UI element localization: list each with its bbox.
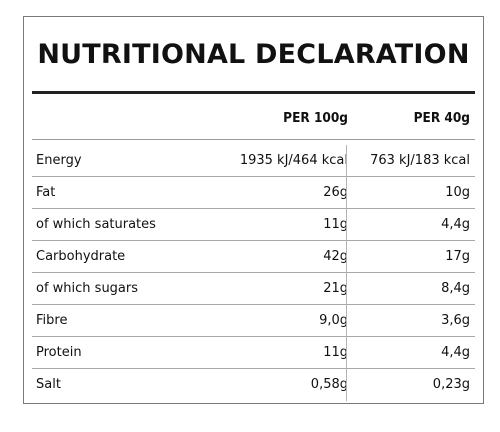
row-value-per-40g: 3,6g	[441, 313, 470, 328]
title-divider	[32, 91, 475, 94]
row-value-per-100g: 42g	[323, 249, 348, 264]
row-value-per-40g: 0,23g	[432, 377, 470, 392]
row-label: Carbohydrate	[36, 249, 126, 264]
column-header-row: PER 100g PER 40g	[32, 101, 475, 137]
row-value-per-40g: 8,4g	[441, 281, 470, 296]
table-row: Carbohydrate 42g 17g	[32, 241, 475, 273]
row-value-per-100g: 0,58g	[310, 377, 348, 392]
nutrition-table-panel: NUTRITIONAL DECLARATION PER 100g PER 40g…	[23, 16, 484, 404]
table-row: Energy 1935 kJ/464 kcal 763 kJ/183 kcal	[32, 145, 475, 177]
row-value-per-40g: 17g	[445, 249, 470, 264]
table-row: Protein 11g 4,4g	[32, 337, 475, 369]
nutrition-rows: Energy 1935 kJ/464 kcal 763 kJ/183 kcal …	[32, 145, 475, 401]
row-label: Energy	[36, 153, 82, 168]
table-title: NUTRITIONAL DECLARATION	[37, 39, 470, 70]
table-row: of which saturates 11g 4,4g	[32, 209, 475, 241]
column-divider	[346, 145, 347, 401]
row-value-per-100g: 21g	[323, 281, 348, 296]
table-row: Fibre 9,0g 3,6g	[32, 305, 475, 337]
row-value-per-100g: 9,0g	[319, 313, 348, 328]
row-value-per-40g: 4,4g	[441, 345, 470, 360]
row-value-per-100g: 1935 kJ/464 kcal	[239, 153, 348, 168]
row-label: Fibre	[36, 313, 68, 328]
table-row: Fat 26g 10g	[32, 177, 475, 209]
row-value-per-100g: 26g	[323, 185, 348, 200]
row-value-per-40g: 10g	[445, 185, 470, 200]
row-label: of which saturates	[36, 217, 156, 232]
row-label: Fat	[36, 185, 56, 200]
row-label: of which sugars	[36, 281, 139, 296]
row-value-per-100g: 11g	[323, 345, 348, 360]
column-header-per-40g: PER 40g	[413, 110, 470, 126]
row-label: Salt	[36, 377, 61, 392]
table-row: Salt 0,58g 0,23g	[32, 369, 475, 401]
table-row: of which sugars 21g 8,4g	[32, 273, 475, 305]
header-divider	[32, 139, 475, 140]
row-value-per-100g: 11g	[323, 217, 348, 232]
row-label: Protein	[36, 345, 82, 360]
row-value-per-40g: 763 kJ/183 kcal	[370, 153, 470, 168]
column-header-per-100g: PER 100g	[283, 110, 348, 126]
row-value-per-40g: 4,4g	[441, 217, 470, 232]
